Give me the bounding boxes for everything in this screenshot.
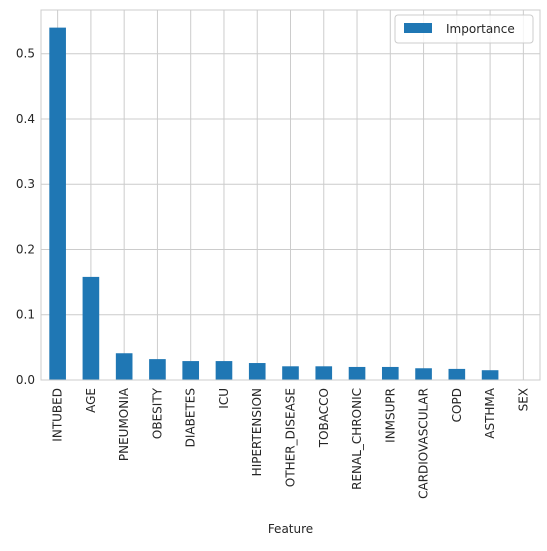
bar-cardiovascular — [415, 368, 432, 380]
legend-swatch — [404, 23, 432, 33]
x-tick-labels: INTUBED AGE PNEUMONIA OBESITY DIABETES ICU HIP… — [51, 387, 531, 499]
y-tick-label: 0.5 — [16, 47, 35, 61]
x-axis-label: Feature — [268, 522, 313, 536]
x-tick-label: COPD — [450, 388, 464, 422]
legend: Importance — [394, 14, 534, 44]
plot-frame — [40, 9, 541, 381]
bar-asthma — [481, 370, 499, 380]
x-tick-label: TOBACCO — [317, 388, 331, 448]
bar-copd — [448, 368, 466, 380]
legend-label: Importance — [446, 22, 515, 36]
grid-lines — [41, 10, 540, 381]
legend-box — [394, 14, 534, 44]
bar-renal-chronic — [348, 366, 366, 380]
bar-obesity — [149, 359, 166, 380]
y-tick-label: 0.4 — [16, 112, 35, 126]
bar-diabetes — [182, 361, 200, 380]
x-tick-label: RENAL_CHRONIC — [350, 388, 364, 490]
y-tick-labels: 0.0 0.1 0.2 0.3 0.4 0.5 — [16, 47, 35, 387]
bar-icu — [215, 361, 233, 380]
x-tick-label: INMSUPR — [383, 388, 397, 443]
x-tick-label: OTHER_DISEASE — [284, 388, 298, 487]
x-tick-label: DIABETES — [184, 388, 198, 447]
x-tick-label: INTUBED — [51, 388, 65, 442]
y-tick-label: 0.0 — [16, 373, 35, 387]
x-tick-label: AGE — [84, 388, 98, 413]
bar-pneumonia — [115, 353, 133, 380]
bar-intubed — [49, 27, 66, 380]
x-tick-label: ASTHMA — [483, 387, 497, 439]
bar-hipertension — [248, 363, 266, 380]
y-tick-label: 0.2 — [16, 242, 35, 256]
x-tick-label: CARDIOVASCULAR — [417, 388, 431, 499]
y-tick-label: 0.3 — [16, 177, 35, 191]
y-tick-label: 0.1 — [16, 308, 35, 322]
x-tick-label: ICU — [217, 388, 231, 409]
x-tick-label: HIPERTENSION — [250, 388, 264, 476]
x-tick-label: OBESITY — [150, 387, 164, 439]
bar-other-disease — [282, 366, 299, 380]
bars — [49, 27, 499, 380]
x-tick-label: PNEUMONIA — [117, 387, 131, 461]
bar-inmsupr — [381, 366, 399, 380]
x-tick-label: SEX — [516, 388, 530, 411]
bar-age — [82, 276, 100, 380]
bar-tobacco — [315, 366, 333, 380]
